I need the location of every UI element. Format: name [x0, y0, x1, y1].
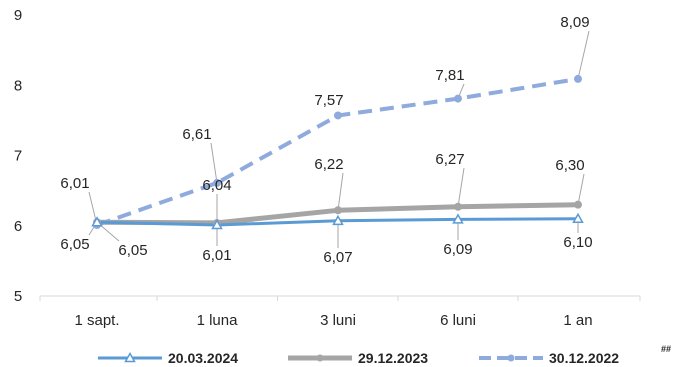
data-label: 8,09 [560, 14, 589, 31]
data-point-marker [213, 178, 221, 187]
data-point-marker [454, 202, 462, 211]
legend-label: 20.03.2024 [168, 350, 238, 366]
data-point-marker [334, 111, 342, 120]
data-label: 6,01 [60, 175, 89, 192]
leader-line [577, 173, 585, 205]
data-point-marker [334, 206, 342, 215]
data-label: 6,22 [314, 156, 343, 173]
data-point-marker [574, 200, 582, 209]
data-point-marker [454, 94, 462, 103]
y-axis: 5 6 7 8 9 [14, 7, 22, 305]
data-labels: 6,05 6,01 6,07 6,09 6,10 6,05 6,04 6,22 6,27 6,30… [60, 14, 592, 266]
data-label: 6,61 [182, 126, 211, 143]
leader-line [457, 167, 465, 207]
legend-marker [316, 354, 324, 362]
data-label-leader-lines [88, 30, 590, 248]
y-tick-label: 7 [14, 148, 22, 165]
data-point-marker [332, 214, 344, 226]
data-label: 6,04 [202, 177, 231, 194]
data-point-marker [574, 74, 582, 83]
leader-line [577, 30, 590, 80]
y-tick-label: 9 [14, 7, 22, 24]
legend-label: 30.12.2022 [549, 350, 619, 366]
data-label: 6,05 [60, 236, 89, 253]
data-label: 6,05 [118, 242, 147, 259]
y-tick-label: 5 [14, 288, 22, 305]
x-tick-label: 1 an [563, 312, 592, 329]
footnote-mark: ## [661, 344, 671, 354]
leader-line [210, 142, 218, 183]
y-tick-label: 8 [14, 77, 22, 94]
data-label: 6,27 [435, 151, 464, 168]
data-label: 6,07 [323, 249, 352, 266]
legend: 20.03.2024 29.12.2023 30.12.2022 [98, 350, 619, 366]
legend-marker [124, 351, 136, 363]
data-label: 6,30 [555, 157, 584, 174]
data-label: 6,10 [563, 234, 592, 251]
series-points [91, 74, 584, 230]
data-point-marker [572, 212, 584, 223]
legend-marker [507, 354, 515, 362]
leader-line [337, 172, 344, 211]
data-label: 6,01 [202, 247, 231, 264]
data-point-marker [91, 216, 103, 227]
data-label: 7,57 [314, 92, 343, 109]
x-tick-label: 1 sapt. [74, 312, 119, 329]
data-point-marker [452, 213, 464, 224]
y-tick-label: 6 [14, 218, 22, 235]
x-tick-label: 3 luni [320, 312, 356, 329]
x-tick-label: 6 luni [440, 312, 476, 329]
legend-label: 29.12.2023 [358, 350, 428, 366]
data-label: 7,81 [435, 67, 464, 84]
data-label: 6,09 [443, 241, 472, 258]
x-axis: 1 sapt. 1 luna 3 luni 6 luni 1 an [39, 295, 641, 329]
data-point-marker [211, 219, 223, 230]
x-tick-label: 1 luna [197, 312, 239, 329]
